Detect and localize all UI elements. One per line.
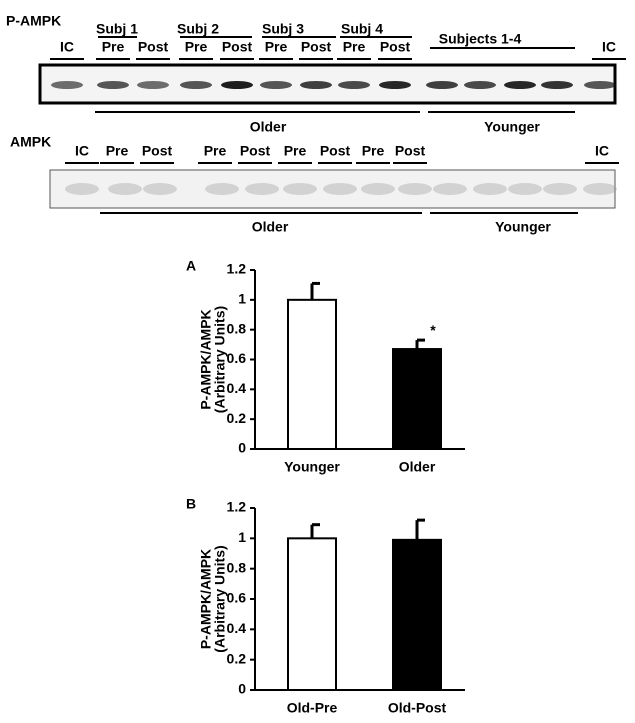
lane-label: IC xyxy=(60,39,74,55)
blot-band xyxy=(398,183,432,195)
lane-label: Pre xyxy=(362,143,385,159)
group-label: Subjects 1-4 xyxy=(439,31,522,47)
y-tick-label: 1.2 xyxy=(227,499,247,515)
y-tick-label: 0 xyxy=(238,681,246,697)
blot-band xyxy=(464,81,496,89)
lane-label: Pre xyxy=(204,143,227,159)
blot-band xyxy=(260,81,292,89)
cohort-label: Younger xyxy=(495,219,551,235)
blot-band xyxy=(361,183,395,195)
lane-label: Post xyxy=(395,143,426,159)
lane-label: Pre xyxy=(102,39,125,55)
blot-band xyxy=(97,81,129,89)
lane-label: Pre xyxy=(265,39,288,55)
blot-band xyxy=(143,183,177,195)
y-tick-label: 0.4 xyxy=(227,380,247,396)
y-axis-label: P-AMPK/AMPK xyxy=(198,309,214,409)
group-label: Subj 2 xyxy=(177,21,219,37)
bar xyxy=(392,538,442,691)
panel-label: B xyxy=(186,496,196,512)
blot-band xyxy=(379,81,411,89)
lane-label: Pre xyxy=(343,39,366,55)
y-axis-label: (Arbitrary Units) xyxy=(212,545,228,652)
lane-label: Post xyxy=(301,39,332,55)
x-tick-label: Old-Post xyxy=(388,700,447,716)
blot-band xyxy=(221,81,253,89)
blot-band xyxy=(323,183,357,195)
y-axis-label: P-AMPK/AMPK xyxy=(198,549,214,649)
blot-band xyxy=(180,81,212,89)
lane-label: IC xyxy=(602,39,616,55)
x-tick-label: Older xyxy=(399,459,436,475)
bar xyxy=(287,298,337,451)
blot-band xyxy=(433,183,467,195)
group-label: Subj 1 xyxy=(96,21,138,37)
blot-band xyxy=(504,81,536,89)
annotation: * xyxy=(430,322,436,338)
blot-band xyxy=(108,183,142,195)
y-tick-label: 1.2 xyxy=(227,261,247,277)
bar xyxy=(392,348,442,450)
lane-label: Post xyxy=(380,39,411,55)
blot-label: AMPK xyxy=(10,134,51,150)
y-tick-label: 0.6 xyxy=(227,590,247,606)
cohort-label: Older xyxy=(252,219,289,235)
y-tick-label: 0 xyxy=(238,440,246,456)
y-tick-label: 1 xyxy=(238,529,246,545)
cohort-label: Younger xyxy=(484,119,540,135)
blot-band xyxy=(300,81,332,89)
blot-band xyxy=(137,81,169,89)
lane-label: Post xyxy=(222,39,253,55)
x-tick-label: Old-Pre xyxy=(287,700,338,716)
blot-band xyxy=(541,81,573,89)
blot-band xyxy=(65,183,99,195)
lane-label: Post xyxy=(138,39,169,55)
blot-band xyxy=(205,183,239,195)
y-tick-label: 0.2 xyxy=(227,410,247,426)
blot-band xyxy=(338,81,370,89)
lane-label: Pre xyxy=(185,39,208,55)
y-tick-label: 0.6 xyxy=(227,350,247,366)
y-tick-label: 0.4 xyxy=(227,620,247,636)
x-tick-label: Younger xyxy=(284,459,340,475)
y-axis-label: (Arbitrary Units) xyxy=(212,306,228,413)
lane-label: Post xyxy=(142,143,173,159)
blot-band xyxy=(426,81,458,89)
group-label: Subj 3 xyxy=(262,21,304,37)
bar xyxy=(287,537,337,691)
lane-label: IC xyxy=(595,143,609,159)
y-tick-label: 0.2 xyxy=(227,650,247,666)
cohort-label: Older xyxy=(250,119,287,135)
blot-band xyxy=(51,81,83,89)
blot-band xyxy=(583,183,617,195)
blot-band xyxy=(473,183,507,195)
lane-label: Pre xyxy=(284,143,307,159)
blot-band xyxy=(584,81,616,89)
y-tick-label: 1 xyxy=(238,291,246,307)
y-tick-label: 0.8 xyxy=(227,320,247,336)
blot-band xyxy=(543,183,577,195)
y-tick-label: 0.8 xyxy=(227,559,247,575)
blot-frame xyxy=(49,169,616,209)
lane-label: Pre xyxy=(106,143,129,159)
lane-label: Post xyxy=(320,143,351,159)
blot-band xyxy=(283,183,317,195)
group-label: Subj 4 xyxy=(341,21,383,37)
panel-label: A xyxy=(186,258,196,274)
blot-band xyxy=(245,183,279,195)
blot-band xyxy=(508,183,542,195)
lane-label: Post xyxy=(240,143,271,159)
blot-label: P-AMPK xyxy=(6,13,61,29)
lane-label: IC xyxy=(75,143,89,159)
